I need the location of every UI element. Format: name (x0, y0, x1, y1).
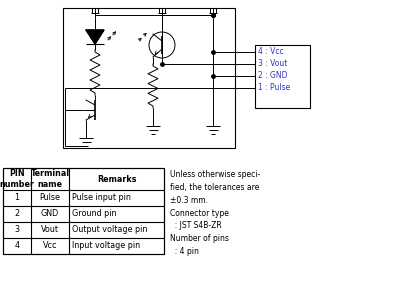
Text: 3 : Vout: 3 : Vout (258, 59, 287, 68)
Text: 1: 1 (14, 193, 20, 202)
Bar (255, 45, 310, 108)
Text: 2 : GND: 2 : GND (258, 72, 287, 81)
Text: PIN
number: PIN number (0, 169, 35, 189)
Bar (63, 8, 235, 148)
Bar (3, 168, 164, 254)
Text: 2: 2 (14, 209, 20, 218)
Text: 4: 4 (14, 242, 20, 251)
Polygon shape (86, 30, 104, 44)
Text: 1 : Pulse: 1 : Pulse (258, 84, 290, 93)
Text: Remarks: Remarks (97, 175, 136, 184)
Text: Pulse input pin: Pulse input pin (72, 193, 131, 202)
Text: 4 : Vcc: 4 : Vcc (258, 48, 284, 57)
Text: Terminal
name: Terminal name (30, 169, 70, 189)
Text: 3: 3 (14, 226, 20, 235)
Text: Unless otherwise speci-
fied, the tolerances are
±0.3 mm.
Connector type
  : JST: Unless otherwise speci- fied, the tolera… (170, 170, 260, 256)
Text: Output voltage pin: Output voltage pin (72, 226, 147, 235)
Text: GND: GND (41, 209, 59, 218)
Text: Pulse: Pulse (39, 193, 60, 202)
Text: Vout: Vout (41, 226, 59, 235)
Text: Ground pin: Ground pin (72, 209, 117, 218)
Text: Vcc: Vcc (43, 242, 57, 251)
Text: Input voltage pin: Input voltage pin (72, 242, 140, 251)
